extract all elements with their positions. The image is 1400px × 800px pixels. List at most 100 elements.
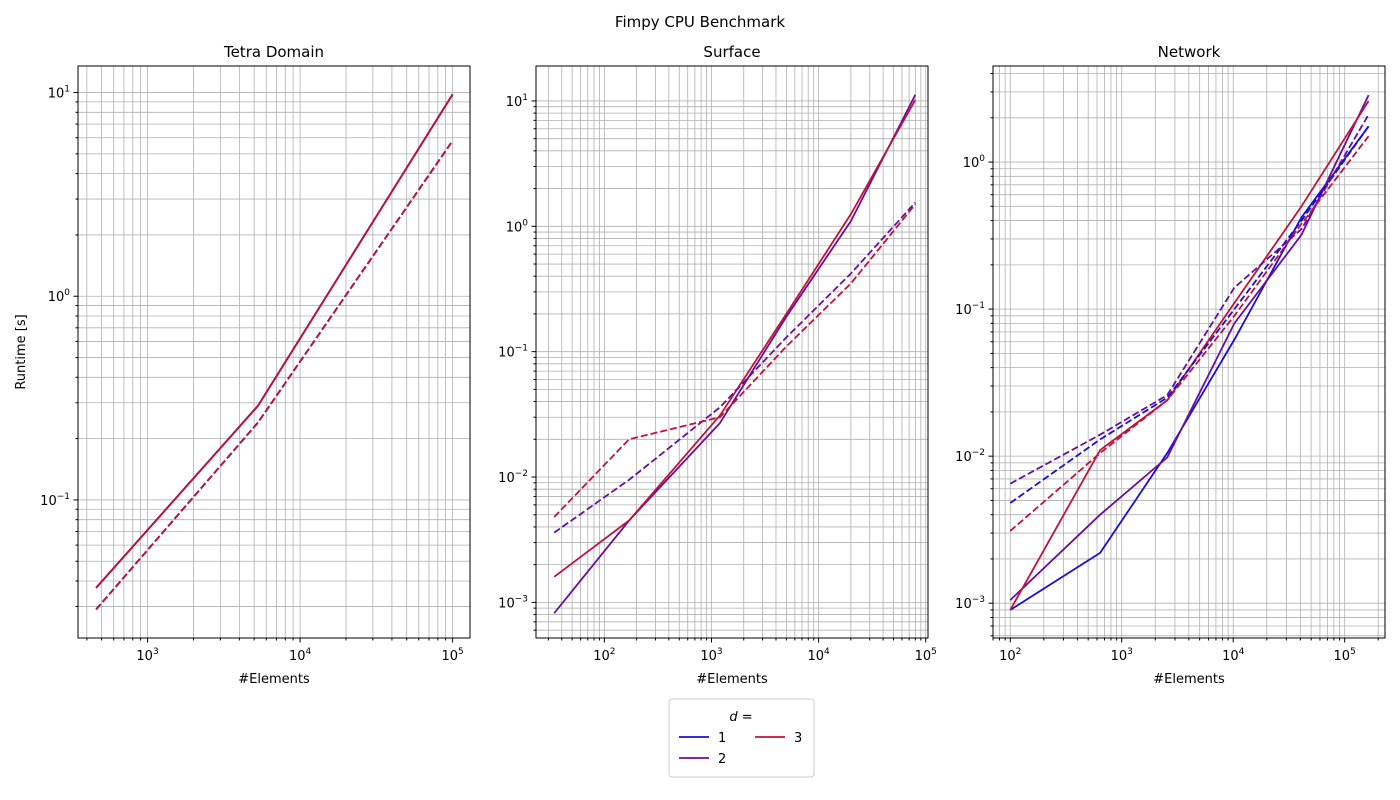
x-tick-label: 103: [1111, 647, 1133, 664]
y-tick-label: 10−1: [955, 301, 985, 318]
panel-2-grid: [536, 66, 928, 638]
y-tick-label-exponent: 0: [522, 218, 528, 228]
y-tick-label-exponent: −1: [57, 492, 70, 502]
y-tick-label-base: 10: [498, 596, 515, 611]
y-tick-label-base: 10: [40, 494, 57, 509]
y-tick-label: 10−3: [955, 595, 985, 612]
x-tick-label-exponent: 4: [305, 647, 311, 657]
series-line-d3-dashed: [95, 140, 454, 611]
legend-label-2: 2: [718, 752, 726, 767]
panel-3-series: [1009, 94, 1370, 611]
x-tick-label-base: 10: [915, 649, 932, 664]
x-tick-label-exponent: 5: [458, 647, 464, 657]
y-tick-label-exponent: −2: [972, 448, 985, 458]
y-axis-label: Runtime [s]: [14, 314, 29, 389]
legend-label-3: 3: [794, 731, 802, 746]
panel-2: 102 103 104 10510−310−210−1100101Surface#El…: [498, 43, 937, 687]
x-tick-label-exponent: 3: [717, 647, 723, 657]
y-tick-label-exponent: −1: [972, 301, 985, 311]
y-tick-label: 10−1: [40, 492, 70, 509]
y-tick-label-base: 10: [506, 220, 523, 235]
panel-3-grid: [992, 66, 1385, 638]
x-tick-label-exponent: 4: [1239, 647, 1245, 657]
x-tick-label: 104: [1222, 647, 1245, 664]
y-tick-label-base: 10: [48, 290, 65, 305]
legend-title-suffix: =: [738, 710, 753, 725]
x-tick-label-base: 10: [441, 649, 458, 664]
legend-label-1: 1: [718, 731, 726, 746]
legend-title: d =: [729, 710, 752, 725]
x-tick-label-exponent: 4: [824, 647, 830, 657]
y-tick-label-exponent: −3: [972, 595, 985, 605]
series-line-d1-dashed: [95, 140, 454, 611]
y-tick-label-base: 10: [955, 597, 972, 612]
series-line-d3-dashed: [553, 203, 917, 518]
series-line-d2-solid: [553, 94, 917, 614]
x-tick-label: 103: [700, 647, 722, 664]
series-line-d2-solid: [1009, 94, 1370, 601]
panel-title: Surface: [703, 43, 760, 61]
panel-title: Tetra Domain: [223, 43, 324, 61]
panel-title: Network: [1158, 43, 1221, 61]
x-tick-label-base: 10: [1222, 649, 1239, 664]
y-tick-label-base: 10: [498, 471, 515, 486]
y-tick-label-exponent: −2: [515, 469, 528, 479]
x-tick-label-exponent: 5: [1350, 647, 1356, 657]
x-tick-label-exponent: 3: [153, 647, 159, 657]
panel-1-frame: [77, 65, 471, 639]
y-tick-label: 100: [963, 154, 986, 171]
x-tick-label-exponent: 2: [610, 647, 616, 657]
panel-3-frame: [992, 65, 1386, 639]
y-tick-label-exponent: 1: [522, 93, 528, 103]
x-tick-label-exponent: 2: [1016, 647, 1022, 657]
series-line-d3-solid: [1009, 100, 1370, 611]
y-tick-label: 101: [506, 93, 528, 110]
series-line-d3-solid: [95, 93, 454, 589]
y-tick-label-base: 10: [48, 87, 65, 102]
y-tick-label-base: 10: [963, 156, 980, 171]
y-tick-label-base: 10: [498, 346, 515, 361]
y-tick-label-exponent: 1: [64, 85, 70, 95]
y-tick-label-base: 10: [955, 303, 972, 318]
panel-2-frame: [535, 65, 929, 639]
panel-1-ticks: [73, 92, 454, 643]
x-tick-label: 104: [807, 647, 830, 664]
series-line-d2-dashed: [1009, 114, 1370, 485]
y-tick-label-exponent: −3: [515, 594, 528, 604]
x-tick-label-base: 10: [1334, 649, 1351, 664]
series-line-d2-dashed: [95, 140, 454, 611]
panel-1-series: [95, 93, 454, 611]
y-tick-label-exponent: 0: [64, 288, 70, 298]
y-tick-label-base: 10: [506, 95, 523, 110]
series-line-d1-dashed: [1009, 125, 1370, 504]
legend: d = 1 2 3: [668, 698, 815, 778]
y-tick-label: 101: [48, 85, 70, 102]
x-tick-label: 104: [289, 647, 312, 664]
y-tick-label: 10−2: [498, 469, 528, 486]
panel-2-series: [553, 94, 917, 614]
figure-title: Fimpy CPU Benchmark: [615, 13, 785, 31]
y-tick-label: 10−2: [955, 448, 985, 465]
x-tick-label-exponent: 3: [1127, 647, 1133, 657]
x-tick-label: 102: [593, 647, 615, 664]
x-tick-label-base: 10: [700, 649, 717, 664]
x-tick-label-exponent: 5: [931, 647, 937, 657]
x-tick-label: 103: [136, 647, 158, 664]
x-axis-label: #Elements: [1153, 672, 1225, 687]
x-tick-label-base: 10: [807, 649, 824, 664]
x-tick-label: 102: [999, 647, 1021, 664]
x-tick-label-base: 10: [289, 649, 306, 664]
y-tick-label: 10−1: [498, 344, 528, 361]
x-tick-label-base: 10: [136, 649, 153, 664]
x-tick-label: 105: [441, 647, 463, 664]
x-tick-label: 105: [915, 647, 937, 664]
y-tick-label: 100: [48, 288, 71, 305]
series-line-d2-dashed: [553, 201, 917, 534]
x-axis-label: #Elements: [696, 672, 768, 687]
x-tick-label: 105: [1334, 647, 1356, 664]
panel-1-grid: [78, 66, 470, 638]
y-tick-label: 100: [506, 218, 529, 235]
